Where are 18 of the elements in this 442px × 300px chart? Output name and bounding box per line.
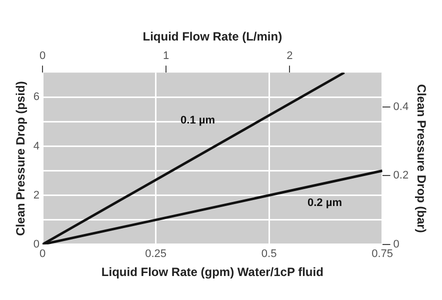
x2-tick-label: 1 [163,50,170,62]
y2-tick-label: 0.4 [393,100,409,113]
y2-tick-label: 0.2 [393,170,409,182]
x-tick-label: 0.25 [145,248,166,260]
y-tick-label: 2 [33,189,40,202]
x-tick-label: 0.75 [372,248,394,260]
y-tick-label: 6 [33,91,40,104]
y2-tick-label: 0 [393,238,400,250]
y-axis-title: Clean Pressure Drop (psid) [14,81,28,236]
y-tick-label: 0 [33,238,40,250]
series-label: 0.2 µm [308,197,342,210]
x-tick-label: 0.5 [261,248,277,260]
x-axis-title: Liquid Flow Rate (gpm) Water/1cP fluid [101,265,324,280]
series-label: 0.1 µm [180,114,216,127]
x2-axis-title: Liquid Flow Rate (L/min) [142,30,282,44]
y2-axis-title: Clean Pressure Drop (bar) [414,84,428,233]
x2-tick-label: 2 [286,50,293,62]
y-tick-label: 4 [33,140,40,152]
